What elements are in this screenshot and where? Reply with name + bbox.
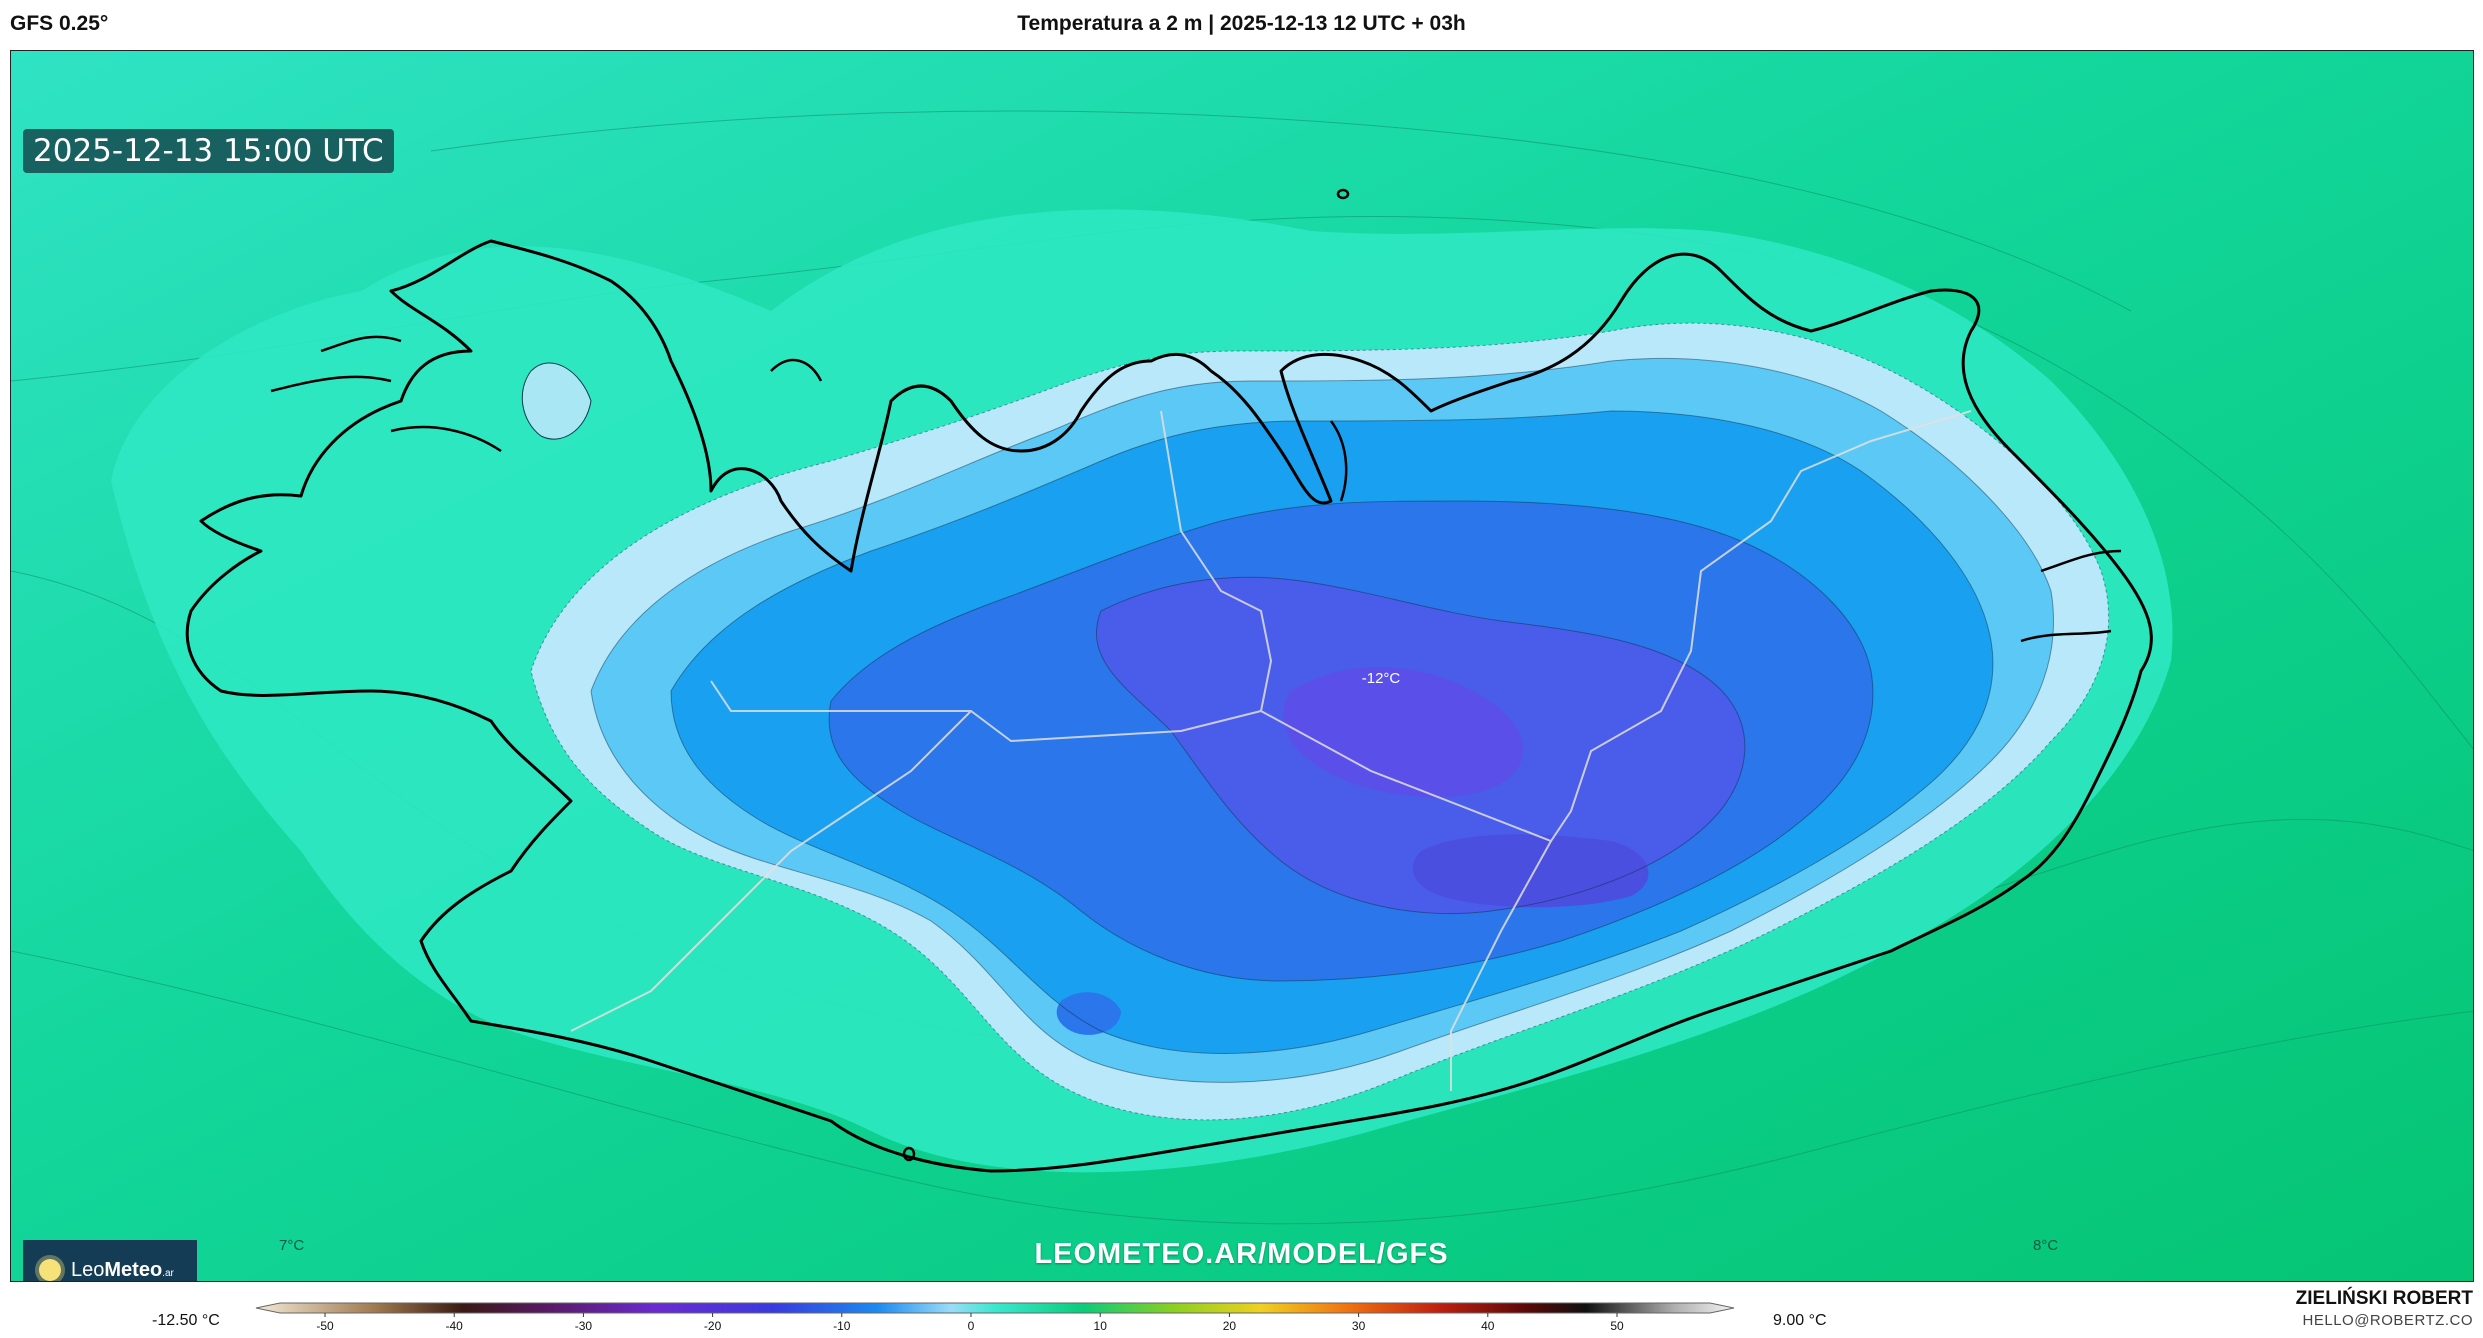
valid-time-badge: 2025-12-13 15:00 UTC <box>23 129 394 173</box>
colorbar-max-label: 9.00 °C <box>1773 1312 1827 1329</box>
colorbar-tick-label: -40 <box>446 1319 464 1333</box>
colorbar: -12.50 °C <box>0 1290 2483 1338</box>
author-name: ZIELIŃSKI ROBERT <box>2295 1288 2473 1309</box>
colorbar-tick-label: 50 <box>1610 1319 1624 1333</box>
author-block: ZIELIŃSKI ROBERT HELLO@ROBERTZ.CO <box>2296 1288 2473 1329</box>
corner-temp-left: 7°C <box>279 1237 305 1254</box>
corner-temp-right: 8°C <box>2033 1237 2059 1254</box>
iceland-coastline <box>185 239 2153 1173</box>
colorbar-tick-label: -30 <box>575 1319 593 1333</box>
colorbar-tick-label: 10 <box>1094 1319 1108 1333</box>
chart-title: Temperatura a 2 m | 2025-12-13 12 UTC + … <box>1017 12 1466 35</box>
colorbar-tick-label: -20 <box>704 1319 722 1333</box>
colorbar-tick-label: 20 <box>1223 1319 1237 1333</box>
colorbar-tick-label: -50 <box>316 1319 334 1333</box>
sun-icon <box>39 1259 61 1281</box>
colorbar-tick-label: -10 <box>833 1319 851 1333</box>
colorbar-tick-label: 30 <box>1352 1319 1366 1333</box>
colorbar-scale: -50 -40 -30 -20 -10 0 10 20 30 40 50 <box>255 1302 1735 1333</box>
colorbar-min-label: -12.50 °C <box>152 1312 220 1329</box>
author-email[interactable]: HELLO@ROBERTZ.CO <box>2302 1312 2473 1329</box>
colorbar-tick-label: 0 <box>968 1319 975 1333</box>
watermark-url[interactable]: LEOMETEO.AR/MODEL/GFS <box>1034 1238 1449 1270</box>
center-temp-label: -12°C <box>1362 670 1401 687</box>
band-cold-6 <box>1283 667 1523 798</box>
map-canvas: -12°C <box>11 51 2473 1281</box>
temperature-map[interactable]: -12°C 2025-12-13 15:00 UTC LeoMeteo.ar 7… <box>10 50 2474 1282</box>
leometeo-logo[interactable]: LeoMeteo.ar <box>23 1240 197 1281</box>
logo-text: LeoMeteo.ar <box>71 1258 174 1281</box>
model-label: GFS 0.25° <box>10 12 109 35</box>
colorbar-tick-label: 40 <box>1481 1319 1495 1333</box>
